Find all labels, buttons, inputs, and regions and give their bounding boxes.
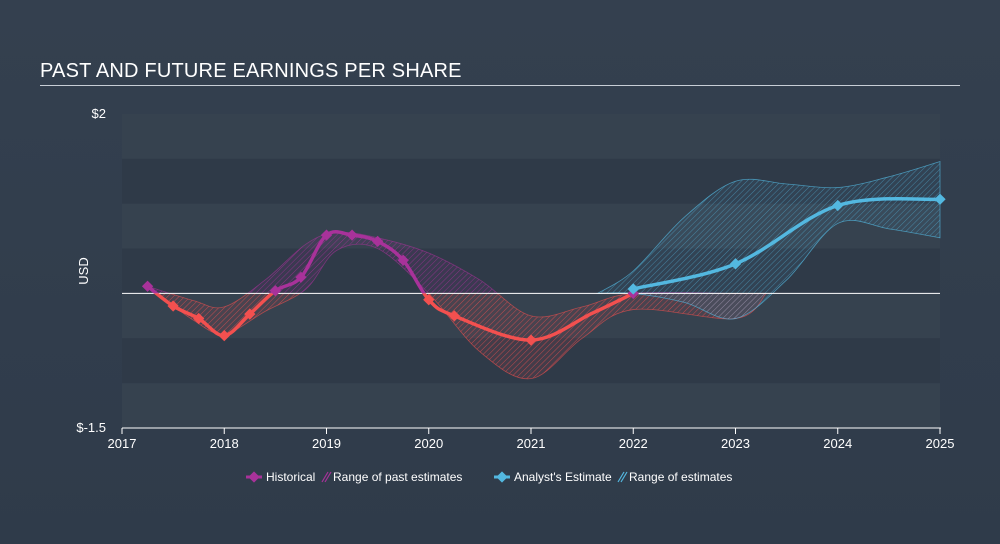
grid-band [122,248,940,294]
x-tick-label: 2022 [619,436,648,451]
y-tick-labels: $2 $-1.5 [76,106,106,435]
legend-item: Range of estimates [617,470,732,484]
y-axis-label: USD [76,257,91,284]
x-ticks: 2017 2018 2019 2020 2021 2022 2023 2024 2025 [108,428,955,451]
x-tick-label: 2018 [210,436,239,451]
legend-item: Historical [246,470,315,484]
x-tick-label: 2021 [517,436,546,451]
legend: Historical Range of past estimates Analyst… [246,470,732,484]
background-bands [122,114,940,428]
x-tick-label: 2017 [108,436,137,451]
legend-label: Range of past estimates [333,470,462,484]
estimate-point [832,199,844,212]
x-tick-label: 2020 [414,436,443,451]
estimate-line [631,196,942,291]
legend-hatch-icon [321,471,329,483]
legend-diamond-icon [248,471,260,483]
legend-label: Historical [266,470,315,484]
historical-point [295,271,307,283]
grid-band [122,383,940,428]
past-range-area-positive [147,231,768,294]
historical-point [167,300,179,312]
estimate-point [627,283,639,295]
y-tick-label: $2 [92,106,106,121]
historical-point [218,329,230,342]
historical-point [193,312,205,325]
legend-hatch-icon [620,471,628,483]
analyst-estimate-series [627,193,946,295]
legend-label: Range of estimates [629,470,732,484]
legend-label: Analyst's Estimate [514,470,612,484]
legend-item: Analyst's Estimate [494,470,612,484]
estimate-point [934,193,946,205]
legend-item: Range of past estimates [321,470,462,484]
historical-point [423,294,435,306]
chart-title: PAST AND FUTURE EARNINGS PER SHARE [40,60,462,82]
historical-line-negative [153,293,635,342]
legend-hatch-icon [324,471,332,483]
legend-diamond-icon [496,471,508,483]
legend-hatch-icon [617,471,625,483]
historical-point [269,285,282,297]
historical-point [371,235,384,248]
x-tick-label: 2024 [823,436,852,451]
x-tick-label: 2019 [312,436,341,451]
estimate-point [729,258,742,270]
historical-point [397,254,409,266]
historical-point [346,229,358,241]
historical-point [320,229,333,241]
grid-band [122,114,940,159]
historical-point [448,310,460,322]
historical-line-positive [145,230,635,294]
historical-point [141,280,154,292]
x-tick-label: 2023 [721,436,750,451]
y-tick-label: $-1.5 [76,420,106,435]
historical-point [244,308,256,320]
title-divider [40,85,960,86]
x-tick-label: 2025 [926,436,955,451]
historical-point [525,334,537,346]
